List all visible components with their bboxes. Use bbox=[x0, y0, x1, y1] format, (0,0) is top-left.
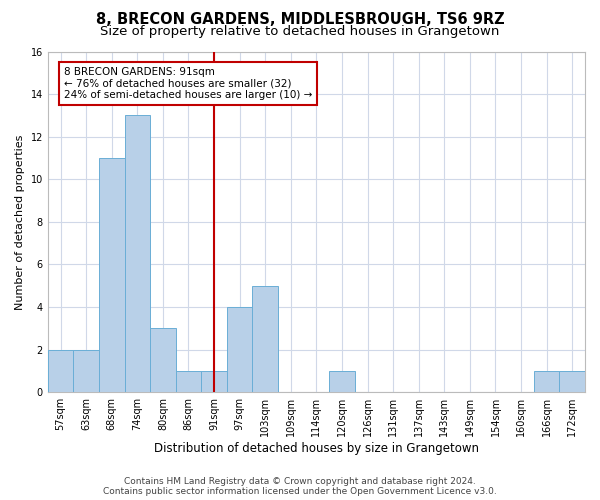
Bar bbox=[534, 371, 559, 392]
Bar bbox=[201, 371, 227, 392]
Bar bbox=[99, 158, 125, 392]
Bar bbox=[73, 350, 99, 392]
Text: 8 BRECON GARDENS: 91sqm
← 76% of detached houses are smaller (32)
24% of semi-de: 8 BRECON GARDENS: 91sqm ← 76% of detache… bbox=[64, 67, 312, 100]
Bar bbox=[125, 116, 150, 392]
Bar bbox=[559, 371, 585, 392]
Bar bbox=[150, 328, 176, 392]
Bar bbox=[48, 350, 73, 392]
Text: 8, BRECON GARDENS, MIDDLESBROUGH, TS6 9RZ: 8, BRECON GARDENS, MIDDLESBROUGH, TS6 9R… bbox=[95, 12, 505, 28]
Text: Size of property relative to detached houses in Grangetown: Size of property relative to detached ho… bbox=[100, 25, 500, 38]
X-axis label: Distribution of detached houses by size in Grangetown: Distribution of detached houses by size … bbox=[154, 442, 479, 455]
Bar bbox=[227, 307, 253, 392]
Bar bbox=[253, 286, 278, 392]
Bar bbox=[329, 371, 355, 392]
Text: Contains HM Land Registry data © Crown copyright and database right 2024.
Contai: Contains HM Land Registry data © Crown c… bbox=[103, 476, 497, 496]
Bar bbox=[176, 371, 201, 392]
Y-axis label: Number of detached properties: Number of detached properties bbox=[15, 134, 25, 310]
